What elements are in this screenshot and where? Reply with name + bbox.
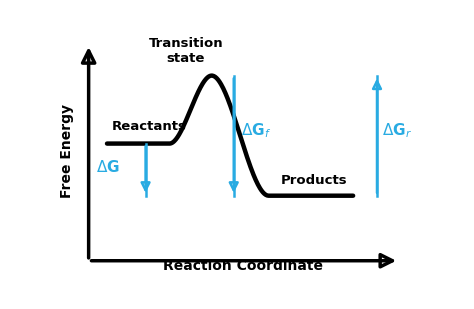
Text: Reactants: Reactants xyxy=(112,121,187,133)
Text: Transition
state: Transition state xyxy=(149,37,223,66)
Text: Products: Products xyxy=(281,174,348,187)
Text: $\Delta$G$_r$: $\Delta$G$_r$ xyxy=(382,122,412,141)
Text: $\Delta$G$_f$: $\Delta$G$_f$ xyxy=(241,122,271,141)
Text: Reaction Coordinate: Reaction Coordinate xyxy=(163,259,323,273)
Text: Free Energy: Free Energy xyxy=(60,104,73,198)
Text: $\Delta$G: $\Delta$G xyxy=(96,159,120,176)
